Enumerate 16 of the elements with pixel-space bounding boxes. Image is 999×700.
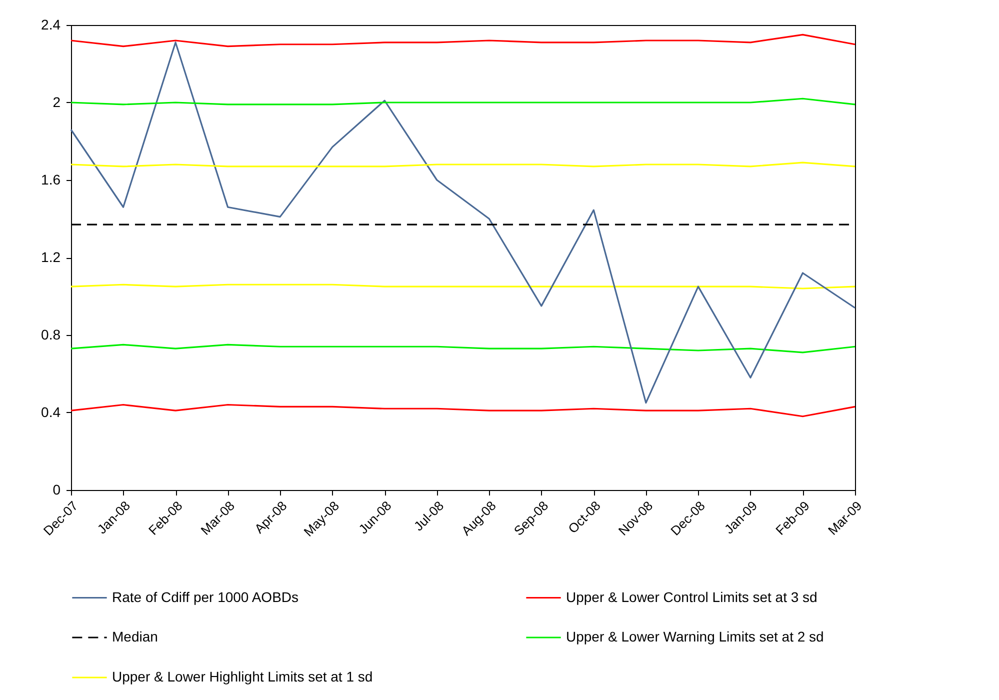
y-tick-label: 0 <box>52 482 61 498</box>
y-tick-label: 2 <box>52 94 61 110</box>
y-tick-label: 0.8 <box>41 326 61 342</box>
y-tick-label: 1.2 <box>41 249 61 265</box>
line-series <box>70 404 856 418</box>
legend-label: Upper & Lower Control Limits set at 3 sd <box>566 588 818 605</box>
line-series <box>70 34 856 48</box>
legend-label: Upper & Lower Highlight Limits set at 1 sd <box>112 668 373 684</box>
line-series <box>70 42 856 404</box>
legend-label: Median <box>112 628 158 644</box>
legend-label: Rate of Cdiff per 1000 AOBDs <box>112 588 299 605</box>
y-tick-label: 2.4 <box>41 16 61 32</box>
line-series <box>70 344 856 354</box>
y-tick-label: 0.4 <box>41 404 61 420</box>
y-tick-label: 1.6 <box>41 172 61 188</box>
legend-label: Upper & Lower Warning Limits set at 2 sd <box>566 628 824 644</box>
